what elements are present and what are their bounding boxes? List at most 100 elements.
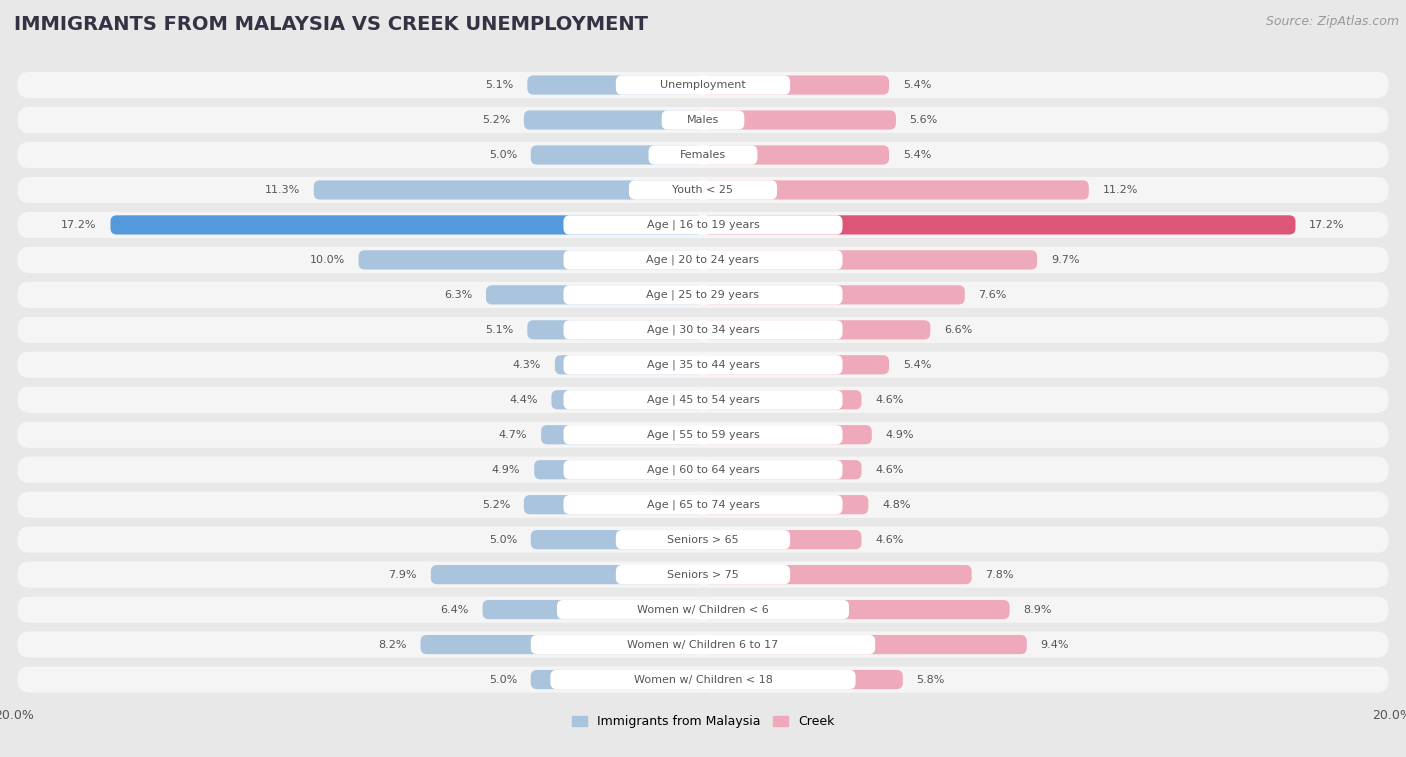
FancyBboxPatch shape	[703, 251, 1038, 269]
FancyBboxPatch shape	[703, 670, 903, 689]
FancyBboxPatch shape	[534, 460, 703, 479]
FancyBboxPatch shape	[17, 422, 1389, 448]
Text: Seniors > 75: Seniors > 75	[666, 569, 740, 580]
Text: 4.4%: 4.4%	[509, 394, 537, 405]
FancyBboxPatch shape	[17, 142, 1389, 168]
FancyBboxPatch shape	[17, 527, 1389, 553]
FancyBboxPatch shape	[616, 565, 790, 584]
FancyBboxPatch shape	[359, 251, 703, 269]
Text: 5.8%: 5.8%	[917, 674, 945, 684]
FancyBboxPatch shape	[564, 285, 842, 304]
FancyBboxPatch shape	[703, 285, 965, 304]
FancyBboxPatch shape	[17, 247, 1389, 273]
FancyBboxPatch shape	[527, 76, 703, 95]
Text: 5.4%: 5.4%	[903, 80, 931, 90]
Text: 11.2%: 11.2%	[1102, 185, 1137, 195]
FancyBboxPatch shape	[486, 285, 703, 304]
Text: Age | 60 to 64 years: Age | 60 to 64 years	[647, 465, 759, 475]
FancyBboxPatch shape	[703, 425, 872, 444]
Text: 4.6%: 4.6%	[875, 394, 904, 405]
FancyBboxPatch shape	[648, 145, 758, 164]
Text: 4.3%: 4.3%	[513, 360, 541, 370]
Text: Females: Females	[681, 150, 725, 160]
FancyBboxPatch shape	[703, 390, 862, 410]
FancyBboxPatch shape	[111, 215, 703, 235]
Text: 5.4%: 5.4%	[903, 360, 931, 370]
FancyBboxPatch shape	[17, 666, 1389, 693]
Text: 7.9%: 7.9%	[388, 569, 418, 580]
FancyBboxPatch shape	[314, 180, 703, 200]
Text: 4.9%: 4.9%	[492, 465, 520, 475]
FancyBboxPatch shape	[703, 320, 931, 339]
FancyBboxPatch shape	[703, 355, 889, 375]
FancyBboxPatch shape	[662, 111, 744, 129]
Text: 5.2%: 5.2%	[482, 500, 510, 509]
Text: Age | 25 to 29 years: Age | 25 to 29 years	[647, 290, 759, 300]
Text: Women w/ Children < 6: Women w/ Children < 6	[637, 605, 769, 615]
Text: Unemployment: Unemployment	[661, 80, 745, 90]
FancyBboxPatch shape	[17, 282, 1389, 308]
Text: 4.9%: 4.9%	[886, 430, 914, 440]
FancyBboxPatch shape	[524, 495, 703, 514]
FancyBboxPatch shape	[703, 215, 1295, 235]
Text: 5.0%: 5.0%	[489, 674, 517, 684]
Text: 5.4%: 5.4%	[903, 150, 931, 160]
FancyBboxPatch shape	[703, 565, 972, 584]
FancyBboxPatch shape	[531, 530, 703, 550]
Text: 9.4%: 9.4%	[1040, 640, 1069, 650]
FancyBboxPatch shape	[555, 355, 703, 375]
Text: Women w/ Children 6 to 17: Women w/ Children 6 to 17	[627, 640, 779, 650]
FancyBboxPatch shape	[17, 352, 1389, 378]
Text: 5.2%: 5.2%	[482, 115, 510, 125]
FancyBboxPatch shape	[430, 565, 703, 584]
FancyBboxPatch shape	[17, 387, 1389, 413]
Text: 17.2%: 17.2%	[62, 220, 97, 230]
FancyBboxPatch shape	[703, 111, 896, 129]
Text: 7.8%: 7.8%	[986, 569, 1014, 580]
Text: Age | 55 to 59 years: Age | 55 to 59 years	[647, 429, 759, 440]
FancyBboxPatch shape	[17, 456, 1389, 483]
Text: Age | 16 to 19 years: Age | 16 to 19 years	[647, 220, 759, 230]
Text: Seniors > 65: Seniors > 65	[668, 534, 738, 544]
FancyBboxPatch shape	[550, 670, 856, 689]
FancyBboxPatch shape	[541, 425, 703, 444]
Text: 6.6%: 6.6%	[945, 325, 973, 335]
FancyBboxPatch shape	[524, 111, 703, 129]
Text: 5.0%: 5.0%	[489, 150, 517, 160]
Text: 4.6%: 4.6%	[875, 534, 904, 544]
Text: Age | 30 to 34 years: Age | 30 to 34 years	[647, 325, 759, 335]
FancyBboxPatch shape	[564, 320, 842, 339]
FancyBboxPatch shape	[17, 212, 1389, 238]
FancyBboxPatch shape	[628, 180, 778, 200]
FancyBboxPatch shape	[17, 562, 1389, 587]
FancyBboxPatch shape	[17, 177, 1389, 203]
FancyBboxPatch shape	[703, 495, 869, 514]
FancyBboxPatch shape	[531, 145, 703, 164]
FancyBboxPatch shape	[703, 530, 862, 550]
Text: 4.6%: 4.6%	[875, 465, 904, 475]
Text: 7.6%: 7.6%	[979, 290, 1007, 300]
Text: 8.2%: 8.2%	[378, 640, 406, 650]
FancyBboxPatch shape	[564, 215, 842, 235]
Text: 5.6%: 5.6%	[910, 115, 938, 125]
Text: Age | 65 to 74 years: Age | 65 to 74 years	[647, 500, 759, 510]
FancyBboxPatch shape	[564, 460, 842, 479]
FancyBboxPatch shape	[17, 631, 1389, 658]
FancyBboxPatch shape	[531, 635, 875, 654]
Text: Women w/ Children < 18: Women w/ Children < 18	[634, 674, 772, 684]
FancyBboxPatch shape	[703, 180, 1088, 200]
Text: 4.8%: 4.8%	[882, 500, 911, 509]
FancyBboxPatch shape	[17, 491, 1389, 518]
Text: 6.3%: 6.3%	[444, 290, 472, 300]
FancyBboxPatch shape	[564, 251, 842, 269]
FancyBboxPatch shape	[557, 600, 849, 619]
FancyBboxPatch shape	[564, 355, 842, 375]
Text: Youth < 25: Youth < 25	[672, 185, 734, 195]
FancyBboxPatch shape	[703, 600, 1010, 619]
FancyBboxPatch shape	[17, 72, 1389, 98]
FancyBboxPatch shape	[616, 76, 790, 95]
FancyBboxPatch shape	[703, 460, 862, 479]
Text: Males: Males	[688, 115, 718, 125]
FancyBboxPatch shape	[703, 76, 889, 95]
Text: 11.3%: 11.3%	[264, 185, 299, 195]
